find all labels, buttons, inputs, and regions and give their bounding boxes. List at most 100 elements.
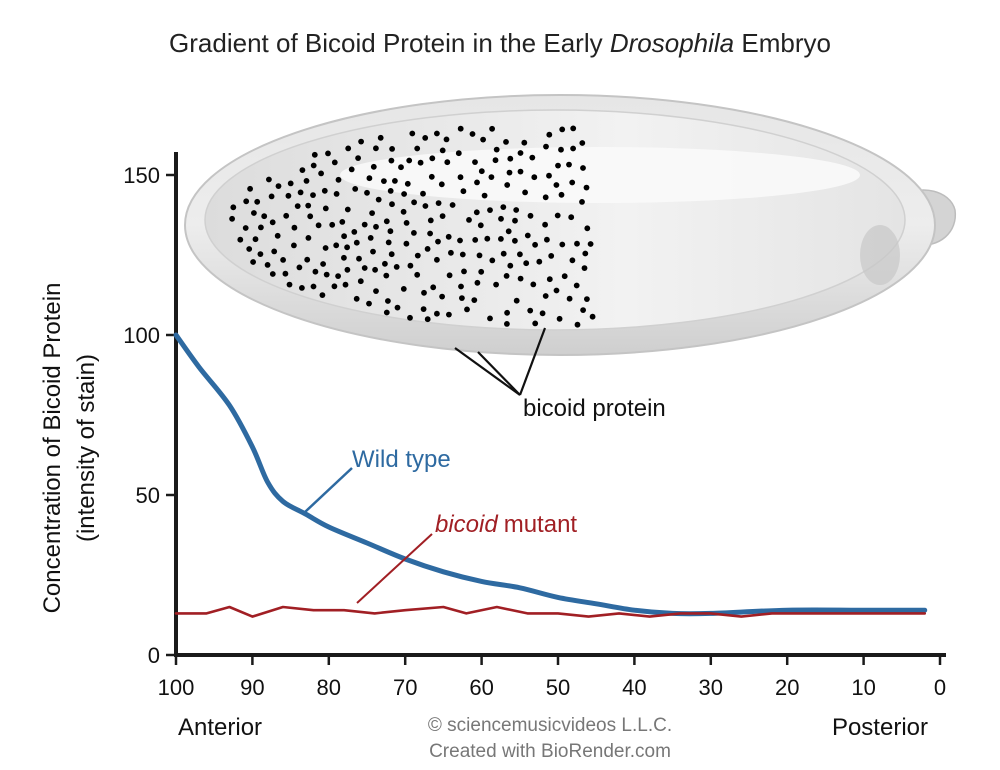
bicoid-dot xyxy=(546,172,552,179)
bicoid-dot xyxy=(389,146,395,152)
bicoid-dot xyxy=(329,221,336,228)
bicoid-dot xyxy=(377,134,384,141)
bicoid-dot xyxy=(487,207,493,214)
bicoid-dot xyxy=(558,191,565,198)
bicoid-dot xyxy=(312,268,319,275)
y-tick-label: 0 xyxy=(148,643,160,668)
chart-title: Gradient of Bicoid Protein in the Early … xyxy=(0,28,1000,59)
bicoid-dot xyxy=(446,311,452,318)
bicoid-dot xyxy=(489,125,495,132)
bicoid-dot xyxy=(370,163,377,170)
bicoid-dot xyxy=(524,232,531,239)
bicoid-dot xyxy=(315,222,322,229)
bicoid-dot xyxy=(446,272,453,279)
bicoid-dot xyxy=(361,265,368,271)
x-tick-label: 0 xyxy=(934,675,946,700)
bicoid-dot xyxy=(280,257,286,263)
bicoid-dot xyxy=(532,320,539,327)
x-tick-label: 30 xyxy=(699,675,723,700)
bicoid-dot xyxy=(484,235,491,242)
bicoid-dot xyxy=(392,178,398,184)
bicoid-dot xyxy=(320,261,326,267)
bicoid-dot xyxy=(355,155,361,162)
bicoid-dot xyxy=(291,224,298,231)
bicoid-dot xyxy=(333,242,340,249)
bicoid-dot xyxy=(527,307,534,314)
bicoid-dot xyxy=(341,233,347,240)
bicoid-dot xyxy=(480,136,486,143)
bicoid-dot xyxy=(581,265,588,271)
bicoid-dot xyxy=(322,245,329,251)
bicoid-dot xyxy=(506,169,513,176)
bicoid-dot xyxy=(428,173,435,180)
bicoid-dot xyxy=(542,221,548,228)
bicoid-dot xyxy=(357,278,364,285)
bicoid-dot xyxy=(251,210,257,216)
bicoid-dot xyxy=(269,271,276,277)
bicoid-dot xyxy=(358,138,364,145)
bicoid-dot xyxy=(250,259,256,265)
title-part2: Embryo xyxy=(741,28,831,58)
bicoid-dot xyxy=(522,189,528,196)
bicoid-dot xyxy=(353,239,360,246)
bicoid-dot xyxy=(291,242,297,249)
bicoid-dot xyxy=(243,198,250,205)
bicoid-dot xyxy=(264,262,271,268)
bicoid-dot xyxy=(517,251,523,258)
bicoid-dot xyxy=(268,193,275,200)
bicoid-dot xyxy=(339,219,346,225)
x-tick-label: 70 xyxy=(393,675,417,700)
bicoid-dot xyxy=(411,199,417,206)
x-tick-label: 10 xyxy=(851,675,875,700)
bicoid-dot xyxy=(420,190,426,197)
y-tick-label: 50 xyxy=(136,483,160,508)
bicoid-dot xyxy=(382,260,388,267)
credit-line2: Created with BioRender.com xyxy=(429,741,671,762)
bicoid-dot xyxy=(579,140,586,146)
bicoid-dot xyxy=(507,262,514,269)
bicoid-dot xyxy=(512,237,518,244)
bicoid-dot xyxy=(341,254,347,261)
bicoid-dot xyxy=(401,191,407,197)
bicoid-dot xyxy=(438,181,445,188)
bicoid-dot xyxy=(504,321,510,327)
bicoid-dot xyxy=(325,150,331,157)
bicoid-dot xyxy=(553,287,560,294)
embryo-inner xyxy=(204,109,906,331)
bicoid-dot xyxy=(383,309,390,316)
bicoid-dot xyxy=(261,213,268,220)
bicoid-dot xyxy=(323,271,330,278)
bicoid-dot xyxy=(403,240,410,247)
bicoid-dot xyxy=(439,213,446,220)
bicoid-dot xyxy=(427,230,433,237)
bicoid-dot xyxy=(283,212,290,219)
bicoid-dot xyxy=(532,241,538,248)
series-group xyxy=(173,332,928,618)
bicoid-pointer-lines xyxy=(454,327,547,396)
bicoid-dot xyxy=(569,257,576,264)
bicoid-dot xyxy=(474,279,481,286)
bicoid-dot xyxy=(544,236,550,243)
bicoid-dot xyxy=(459,295,465,301)
bicoid-dot xyxy=(478,168,485,175)
bicoid-dot xyxy=(322,205,329,212)
bicoid-dot xyxy=(498,215,504,222)
bicoid-dot xyxy=(517,150,524,156)
bicoid-dot xyxy=(568,214,575,221)
bicoid-dot xyxy=(310,283,317,290)
bicoid-dot xyxy=(503,139,509,145)
x-tick-label: 100 xyxy=(158,675,195,700)
bicoid-dot xyxy=(434,130,440,137)
bicoid-dot xyxy=(230,204,237,211)
bicoid-dot xyxy=(373,288,379,294)
bicoid-dot xyxy=(448,249,454,256)
bicoid-dot xyxy=(421,289,427,296)
bicoid-dot xyxy=(318,170,324,177)
bicoid-dot xyxy=(570,125,577,132)
bicoid-dot xyxy=(311,151,318,158)
x-label-posterior: Posterior xyxy=(832,714,928,741)
bicoid-dot xyxy=(254,198,261,205)
embryo-highlight xyxy=(340,147,860,203)
bicoid-dot xyxy=(304,256,311,263)
